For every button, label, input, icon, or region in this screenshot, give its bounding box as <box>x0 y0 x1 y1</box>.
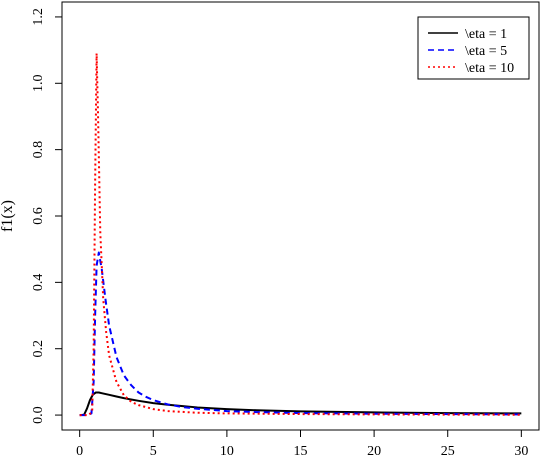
x-tick-label: 25 <box>441 444 455 459</box>
y-tick-label: 1.0 <box>31 75 46 93</box>
y-tick-label: 1.2 <box>31 8 46 26</box>
series-line-1 <box>79 391 522 417</box>
x-tick-label: 0 <box>76 444 83 459</box>
x-tick-label: 10 <box>220 444 234 459</box>
y-axis-label: f1(x) <box>0 200 16 232</box>
legend-label-3: \eta = 10 <box>465 61 514 76</box>
x-tick-label: 15 <box>294 444 308 459</box>
y-tick-label: 0.4 <box>31 274 46 292</box>
legend: \eta = 1 \eta = 5 \eta = 10 <box>417 16 530 80</box>
series-layer <box>79 52 522 417</box>
legend-box <box>417 16 530 80</box>
y-tick-label: 0.0 <box>31 406 46 424</box>
y-tick-label: 0.8 <box>31 141 46 159</box>
series-line-2 <box>79 251 522 417</box>
x-tick-label: 30 <box>514 444 528 459</box>
y-tick-label: 0.2 <box>31 340 46 358</box>
x-tick-label: 20 <box>367 444 381 459</box>
series-line-3 <box>79 52 522 417</box>
legend-label-1: \eta = 1 <box>465 27 507 42</box>
x-axis: 0 5 10 15 20 25 30 <box>76 430 528 459</box>
legend-label-2: \eta = 5 <box>465 44 507 59</box>
y-tick-label: 0.6 <box>31 207 46 225</box>
x-tick-label: 5 <box>150 444 157 459</box>
y-axis: 0.0 0.2 0.4 0.6 0.8 1.0 1.2 <box>31 8 62 424</box>
